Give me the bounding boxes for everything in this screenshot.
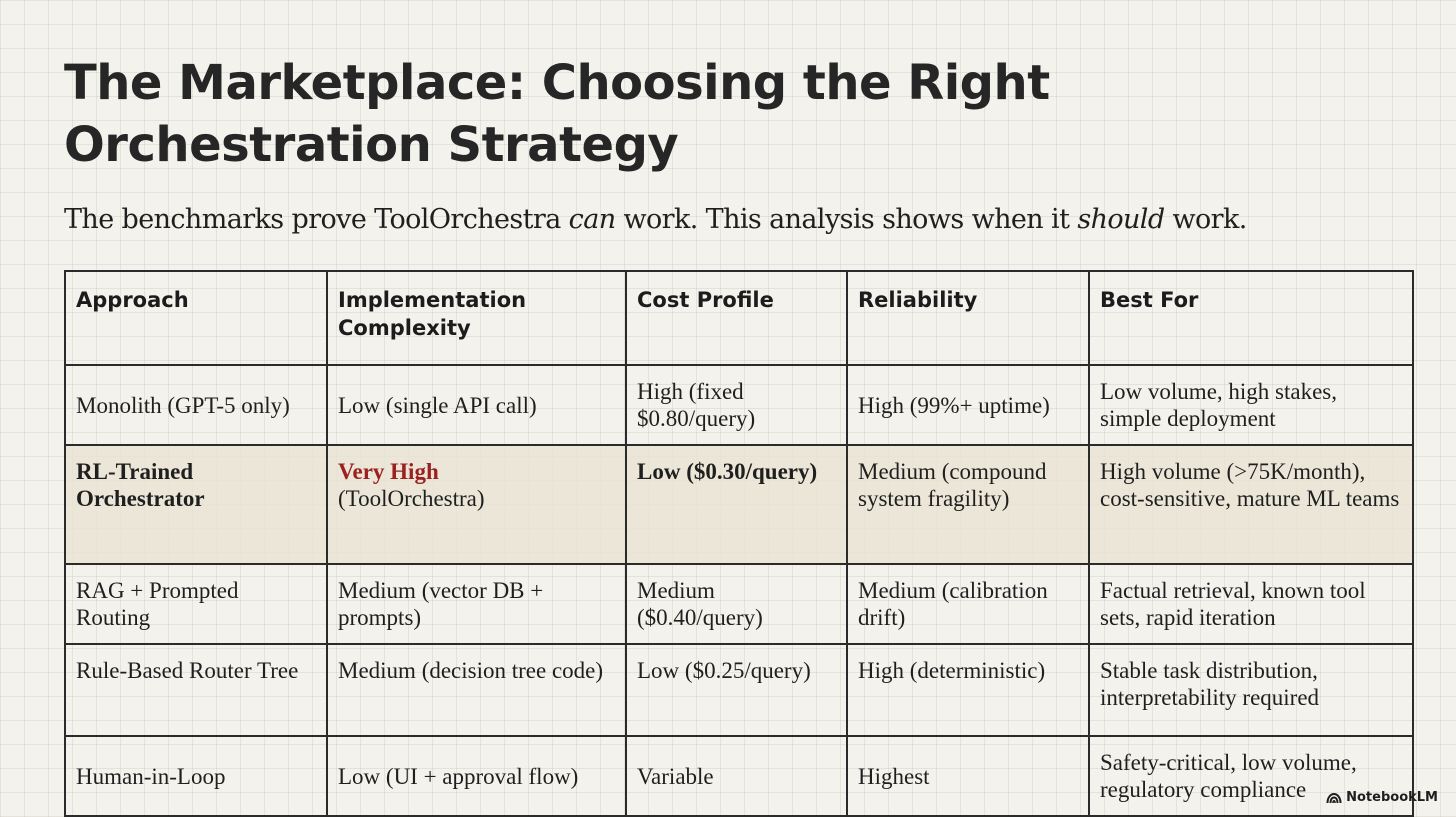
cell-complexity: Medium (vector DB + prompts) bbox=[326, 563, 627, 645]
subtitle: The benchmarks prove ToolOrchestra can w… bbox=[64, 202, 1394, 238]
complexity-emphasis: Very High bbox=[338, 459, 439, 484]
brand-label: NotebookLM bbox=[1346, 790, 1438, 805]
cell-cost: Low ($0.30/query) bbox=[625, 444, 848, 565]
subtitle-emphasis-can: can bbox=[568, 204, 616, 235]
subtitle-part-2: work. This analysis shows when it bbox=[615, 204, 1078, 235]
cell-approach: RL-Trained Orchestrator bbox=[64, 444, 328, 565]
cell-best-for: High volume (>75K/month), cost-sensitive… bbox=[1088, 444, 1414, 565]
table-row: Rule-Based Router Tree Medium (decision … bbox=[64, 643, 1414, 737]
cell-best-for: Stable task distribution, interpretabili… bbox=[1088, 643, 1414, 737]
subtitle-part-3: work. bbox=[1164, 204, 1248, 235]
cell-approach: RAG + Prompted Routing bbox=[64, 563, 328, 645]
header-cost-profile: Cost Profile bbox=[625, 270, 848, 366]
header-implementation-complexity: Implementation Complexity bbox=[326, 270, 627, 366]
cell-complexity: Low (UI + approval flow) bbox=[326, 735, 627, 817]
cell-cost: Medium ($0.40/query) bbox=[625, 563, 848, 645]
cell-complexity: Low (single API call) bbox=[326, 364, 627, 446]
subtitle-part-1: The benchmarks prove ToolOrchestra bbox=[64, 204, 569, 235]
subtitle-emphasis-should: should bbox=[1077, 204, 1165, 235]
cell-reliability: Medium (calibration drift) bbox=[846, 563, 1090, 645]
table-row: Human-in-Loop Low (UI + approval flow) V… bbox=[64, 735, 1414, 817]
header-reliability: Reliability bbox=[846, 270, 1090, 366]
table-row: Monolith (GPT-5 only) Low (single API ca… bbox=[64, 364, 1414, 446]
page-title: The Marketplace: Choosing the Right Orch… bbox=[64, 55, 1050, 173]
cell-reliability: High (99%+ uptime) bbox=[846, 364, 1090, 446]
table-row: RAG + Prompted Routing Medium (vector DB… bbox=[64, 563, 1414, 645]
table-row-highlighted: RL-Trained Orchestrator Very High (ToolOr… bbox=[64, 444, 1414, 565]
cell-approach: Human-in-Loop bbox=[64, 735, 328, 817]
cell-cost: Low ($0.25/query) bbox=[625, 643, 848, 737]
cell-best-for: Factual retrieval, known tool sets, rapi… bbox=[1088, 563, 1414, 645]
cell-reliability: Highest bbox=[846, 735, 1090, 817]
cell-best-for: Safety-critical, low volume, regulatory … bbox=[1088, 735, 1414, 817]
header-approach: Approach bbox=[64, 270, 328, 366]
complexity-detail: (ToolOrchestra) bbox=[338, 486, 485, 511]
cell-best-for: Low volume, high stakes, simple deployme… bbox=[1088, 364, 1414, 446]
cell-cost: Variable bbox=[625, 735, 848, 817]
table-header-row: Approach Implementation Complexity Cost … bbox=[64, 270, 1414, 366]
cell-approach: Monolith (GPT-5 only) bbox=[64, 364, 328, 446]
cell-complexity: Very High (ToolOrchestra) bbox=[326, 444, 627, 565]
cell-complexity: Medium (decision tree code) bbox=[326, 643, 627, 737]
brand-watermark: NotebookLM bbox=[1326, 790, 1438, 805]
cell-reliability: Medium (compound system fragility) bbox=[846, 444, 1090, 565]
cell-reliability: High (deterministic) bbox=[846, 643, 1090, 737]
comparison-table: Approach Implementation Complexity Cost … bbox=[64, 270, 1414, 817]
header-best-for: Best For bbox=[1088, 270, 1414, 366]
cell-approach: Rule-Based Router Tree bbox=[64, 643, 328, 737]
notebooklm-logo-icon bbox=[1326, 792, 1342, 803]
cell-cost: High (fixed $0.80/query) bbox=[625, 364, 848, 446]
